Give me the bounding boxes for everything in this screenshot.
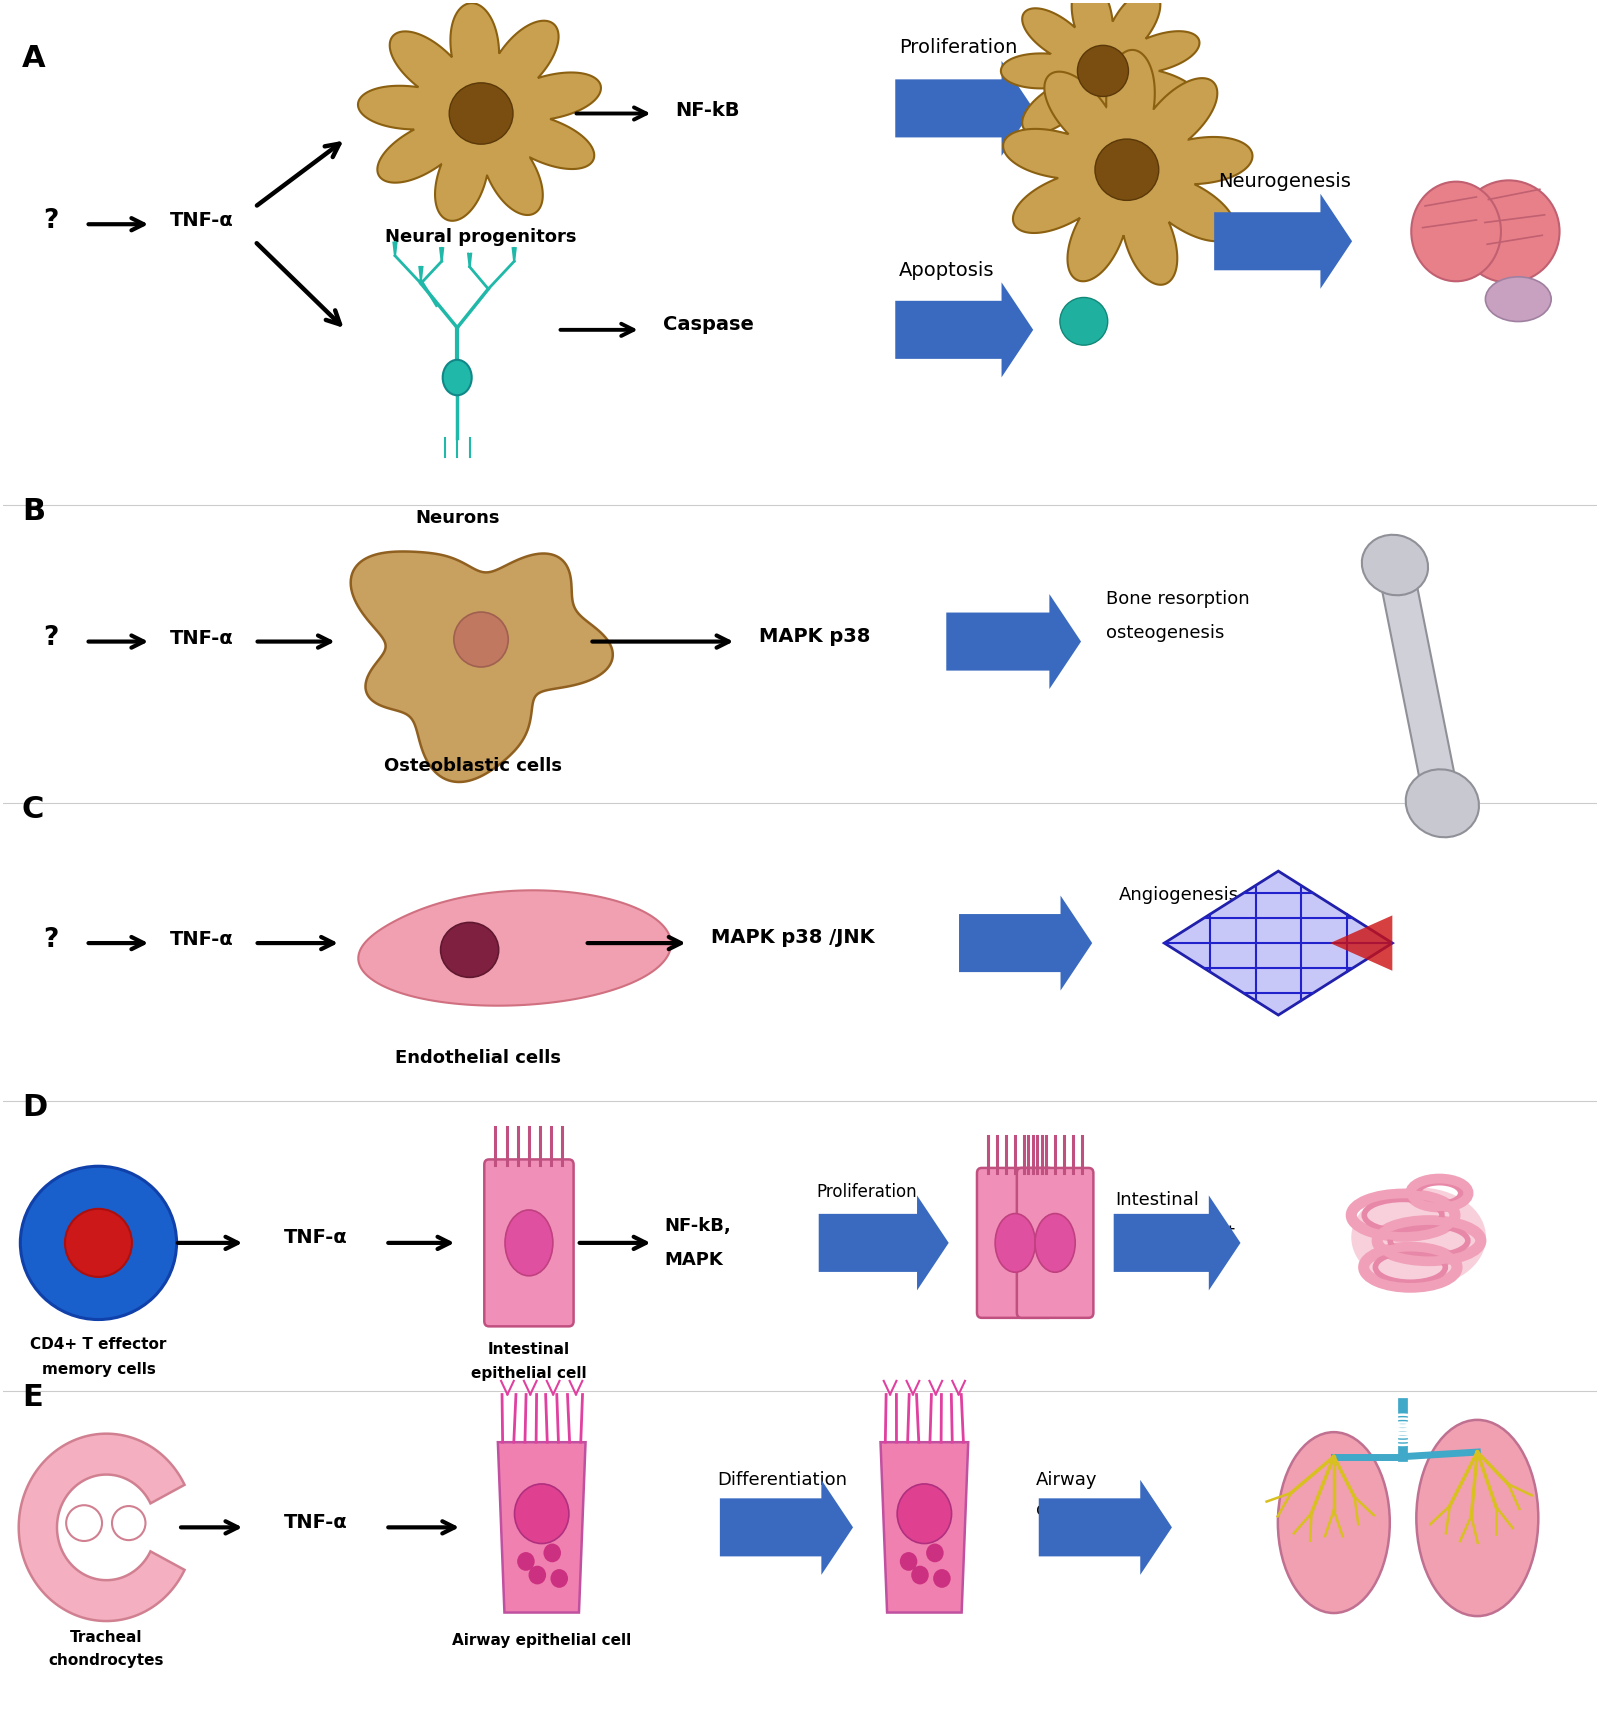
Text: TNF-α: TNF-α (170, 629, 234, 648)
Text: Airway: Airway (1035, 1471, 1098, 1489)
FancyBboxPatch shape (978, 1167, 1053, 1318)
Ellipse shape (66, 1506, 102, 1542)
Text: Neurogenesis: Neurogenesis (1218, 173, 1350, 191)
Text: development: development (1115, 1224, 1235, 1242)
Text: CD4+ T effector: CD4+ T effector (30, 1336, 166, 1352)
Ellipse shape (506, 1210, 554, 1277)
Ellipse shape (21, 1166, 176, 1319)
FancyBboxPatch shape (485, 1159, 573, 1326)
Text: Endothelial cells: Endothelial cells (395, 1049, 562, 1066)
Text: D: D (22, 1094, 46, 1123)
Ellipse shape (1278, 1432, 1390, 1613)
Polygon shape (358, 3, 602, 220)
Circle shape (926, 1543, 944, 1562)
Text: E: E (22, 1383, 43, 1412)
Ellipse shape (450, 82, 514, 144)
Text: NF-kB,: NF-kB, (664, 1217, 731, 1236)
Text: Tracheal: Tracheal (70, 1630, 142, 1644)
Text: MAPK p38: MAPK p38 (758, 627, 870, 646)
Text: Angiogenesis: Angiogenesis (1118, 887, 1238, 904)
Circle shape (912, 1565, 928, 1584)
Text: ?: ? (43, 208, 58, 234)
Polygon shape (880, 1442, 968, 1613)
Text: C: C (22, 795, 45, 824)
Ellipse shape (995, 1213, 1035, 1271)
Text: chondrocytes: chondrocytes (48, 1653, 165, 1668)
Ellipse shape (898, 1483, 952, 1543)
Ellipse shape (1485, 277, 1550, 321)
Text: TNF-α: TNF-α (283, 1229, 347, 1248)
Ellipse shape (1458, 181, 1560, 282)
Circle shape (544, 1543, 562, 1562)
Text: epithelial cell: epithelial cell (470, 1365, 587, 1381)
Text: Apoptosis: Apoptosis (899, 261, 994, 280)
Text: Proliferation: Proliferation (816, 1183, 917, 1201)
Circle shape (528, 1565, 546, 1584)
Text: TNF-α: TNF-α (170, 212, 234, 231)
Circle shape (933, 1569, 950, 1588)
Polygon shape (19, 1434, 184, 1622)
Ellipse shape (66, 1208, 131, 1277)
Text: osteogenesis: osteogenesis (1106, 624, 1224, 643)
Circle shape (550, 1569, 568, 1588)
Text: A: A (22, 44, 45, 73)
Text: TNF-α: TNF-α (170, 930, 234, 948)
Polygon shape (1330, 916, 1392, 971)
Text: TNF-α: TNF-α (283, 1512, 347, 1531)
Polygon shape (358, 890, 670, 1005)
Ellipse shape (1059, 297, 1107, 345)
Text: Airway epithelial cell: Airway epithelial cell (453, 1634, 632, 1647)
Polygon shape (1165, 872, 1392, 1015)
Polygon shape (350, 552, 613, 783)
Polygon shape (1002, 0, 1200, 161)
Polygon shape (1003, 50, 1253, 285)
Text: Differentiation: Differentiation (717, 1471, 846, 1489)
Text: ?: ? (43, 926, 58, 952)
Circle shape (899, 1552, 917, 1571)
Ellipse shape (1077, 46, 1128, 96)
Circle shape (517, 1552, 534, 1571)
Polygon shape (1378, 561, 1459, 807)
Text: development: development (1035, 1501, 1155, 1519)
Text: Intestinal: Intestinal (488, 1342, 570, 1357)
Text: ?: ? (43, 625, 58, 651)
Text: Intestinal: Intestinal (1115, 1191, 1200, 1210)
Ellipse shape (112, 1506, 146, 1540)
Polygon shape (498, 1442, 586, 1613)
Ellipse shape (1035, 1213, 1075, 1271)
Ellipse shape (440, 923, 499, 978)
Ellipse shape (1094, 138, 1158, 200)
Text: Neural progenitors: Neural progenitors (386, 227, 578, 246)
Text: NF-kB: NF-kB (675, 101, 741, 120)
Text: MAPK p38 /JNK: MAPK p38 /JNK (710, 928, 874, 947)
Text: Osteoblastic cells: Osteoblastic cells (384, 757, 562, 776)
Ellipse shape (1406, 769, 1478, 837)
Text: Neurons: Neurons (414, 509, 499, 526)
Ellipse shape (454, 612, 509, 667)
Ellipse shape (1362, 535, 1429, 595)
Ellipse shape (1352, 1188, 1486, 1287)
Text: B: B (22, 497, 45, 526)
Text: Bone resorption: Bone resorption (1106, 590, 1250, 608)
Ellipse shape (1411, 181, 1501, 282)
Text: memory cells: memory cells (42, 1362, 155, 1377)
Ellipse shape (1416, 1420, 1538, 1617)
FancyBboxPatch shape (1018, 1167, 1093, 1318)
Text: MAPK: MAPK (664, 1251, 723, 1268)
Ellipse shape (515, 1483, 570, 1543)
Text: Proliferation: Proliferation (899, 38, 1018, 56)
Text: Caspase: Caspase (662, 314, 754, 335)
Ellipse shape (443, 361, 472, 395)
